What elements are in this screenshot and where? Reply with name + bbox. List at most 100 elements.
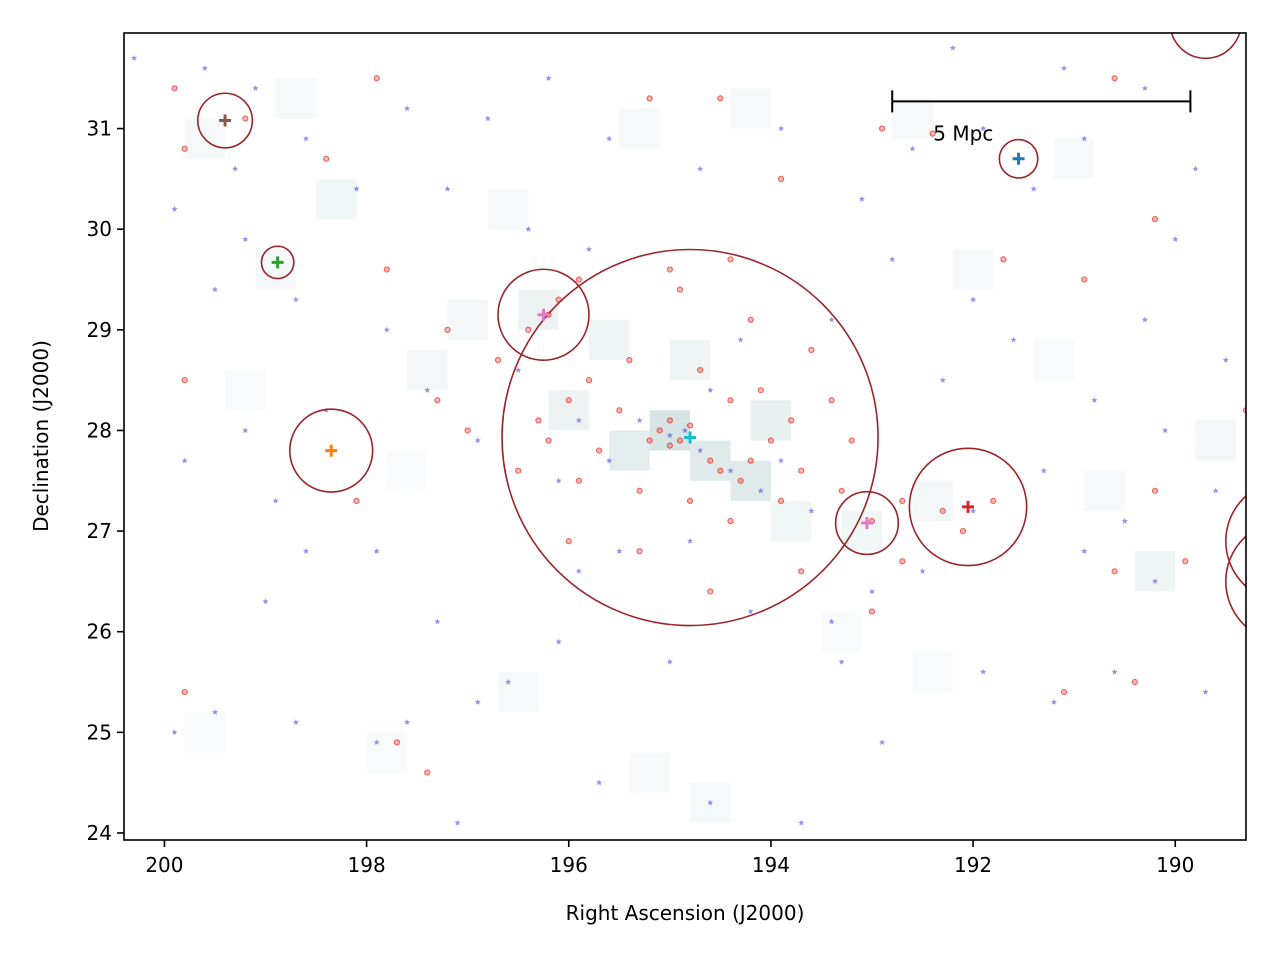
red-galaxy-point xyxy=(434,397,441,404)
density-cell xyxy=(548,390,589,431)
blue-galaxy-point xyxy=(666,432,673,439)
density-cell xyxy=(912,651,953,693)
red-galaxy-point xyxy=(575,477,582,484)
blue-galaxy-point xyxy=(131,55,138,61)
blue-galaxy-point xyxy=(1081,135,1088,142)
group-center-cross xyxy=(1012,152,1025,165)
red-galaxy-point xyxy=(717,467,724,474)
blue-galaxy-point xyxy=(454,819,461,826)
red-galaxy-point xyxy=(990,497,997,504)
red-galaxy-point xyxy=(585,377,593,384)
density-cell xyxy=(750,400,792,441)
red-galaxy-point xyxy=(383,266,390,273)
density-cell xyxy=(255,249,296,290)
group-center-cross xyxy=(271,256,284,269)
red-galaxy-point xyxy=(899,558,906,565)
density-cell xyxy=(952,249,994,290)
blue-galaxy-point xyxy=(404,719,411,725)
group-circle xyxy=(1225,535,1246,628)
blue-galaxy-point xyxy=(1202,688,1209,695)
red-galaxy-point xyxy=(111,86,116,91)
red-galaxy-point xyxy=(747,457,754,464)
red-galaxy-point xyxy=(666,417,673,424)
blue-galaxy-point xyxy=(828,316,835,323)
red-galaxy-point xyxy=(616,407,623,414)
blue-galaxy-point xyxy=(1081,548,1088,554)
blue-galaxy-point xyxy=(404,105,411,112)
red-galaxy-point xyxy=(1182,558,1189,565)
blue-galaxy-point xyxy=(666,658,673,665)
blue-galaxy-point xyxy=(555,477,562,484)
blue-galaxy-point xyxy=(1162,427,1169,434)
blue-galaxy-point xyxy=(757,487,764,494)
blue-galaxy-point xyxy=(232,165,239,172)
red-galaxy-point xyxy=(595,447,603,454)
red-galaxy-point xyxy=(636,548,643,555)
blue-galaxy-point xyxy=(171,729,178,735)
red-galaxy-point xyxy=(868,608,876,615)
red-galaxy-point xyxy=(676,437,684,444)
blue-galaxy-point xyxy=(919,568,926,574)
red-galaxy-point xyxy=(1131,678,1138,686)
blue-galaxy-point xyxy=(838,658,845,665)
blue-galaxy-point xyxy=(242,427,249,434)
group-center-cross xyxy=(219,114,232,127)
red-galaxy-point xyxy=(707,588,714,595)
red-galaxy-point xyxy=(686,497,694,504)
red-galaxy-point xyxy=(646,437,653,444)
blue-galaxy-point xyxy=(707,799,714,806)
blue-galaxy-point xyxy=(575,568,582,574)
y-axis-label: Declination (J2000) xyxy=(29,340,53,532)
red-galaxy-point xyxy=(788,417,795,424)
y-axis: 24 25 26 27 28 29 30 31 xyxy=(87,117,124,845)
red-galaxy-point xyxy=(737,477,744,484)
density-cell xyxy=(447,299,488,340)
blue-galaxy-point xyxy=(1222,356,1229,363)
blue-galaxy-point xyxy=(1091,397,1098,403)
blue-galaxy-point xyxy=(737,336,744,343)
blue-galaxy-point xyxy=(980,125,987,132)
group-circle xyxy=(260,245,295,280)
blue-galaxy-point xyxy=(1141,85,1148,91)
blue-galaxy-point xyxy=(555,638,562,645)
red-galaxy-point xyxy=(181,377,188,384)
density-cell xyxy=(730,88,771,129)
blue-galaxy-point xyxy=(302,135,309,142)
blue-galaxy-point xyxy=(606,135,613,142)
blue-galaxy-point xyxy=(262,598,269,605)
scale-bar: 5 Mpc xyxy=(891,90,1192,145)
red-galaxy-point xyxy=(929,130,936,137)
x-axis-label: Right Ascension (J2000) xyxy=(566,901,805,925)
red-galaxy-point xyxy=(727,256,734,263)
group-circles xyxy=(196,33,1246,628)
group-circle xyxy=(1170,33,1241,60)
group-center-cross xyxy=(860,517,873,530)
density-cell xyxy=(184,712,226,753)
blue-galaxy-point xyxy=(252,85,259,91)
blue-galaxy-point xyxy=(970,507,977,514)
red-galaxy-point xyxy=(717,95,724,102)
blue-galaxy-point xyxy=(292,719,299,725)
blue-galaxy-point xyxy=(1040,467,1047,474)
blue-galaxy-point xyxy=(575,417,582,423)
red-galaxy-point xyxy=(676,286,684,293)
red-galaxy-point xyxy=(575,276,582,283)
density-cell xyxy=(609,430,650,471)
red-galaxy-point xyxy=(545,437,552,444)
blue-galaxy-point xyxy=(858,195,865,202)
blue-galaxy-point xyxy=(211,286,218,293)
blue-galaxy-point xyxy=(434,618,441,625)
group-circle xyxy=(834,490,900,556)
blue-galaxy-point xyxy=(747,608,754,615)
density-map xyxy=(184,78,1236,823)
density-cell xyxy=(1033,339,1075,381)
density-cell xyxy=(619,108,660,149)
blue-galaxy-point xyxy=(798,819,805,826)
red-galaxy-point xyxy=(899,497,906,504)
red-galaxy-point xyxy=(1151,216,1159,223)
blue-galaxy-point xyxy=(1212,487,1219,494)
blue-galaxy-point xyxy=(889,256,896,262)
blue-galaxy-point xyxy=(778,125,785,132)
density-cell xyxy=(629,752,670,793)
